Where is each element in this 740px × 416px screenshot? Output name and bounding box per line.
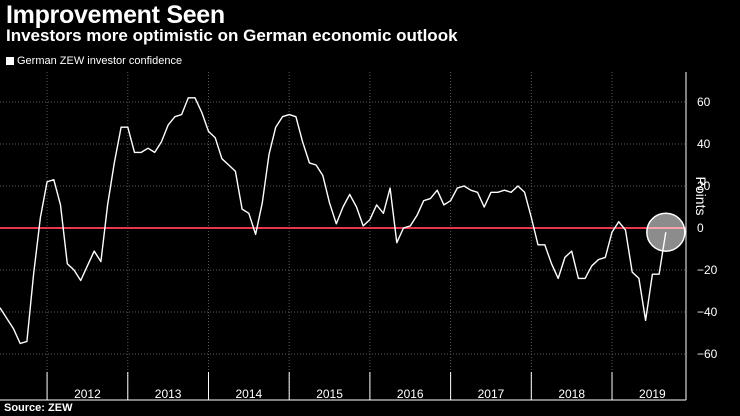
x-tick-label: 2015 [316,387,343,401]
grid-lines [0,72,686,400]
x-tick-label: 2019 [639,387,666,401]
chart-subtitle: Investors more optimistic on German econ… [6,26,458,45]
x-axis: 2012 2013 2014 2015 2016 2017 2018 2019 [0,372,686,401]
x-tick-label: 2014 [235,387,262,401]
y-tick-label: 20 [697,179,711,193]
source-note: Source: ZEW [4,402,73,414]
y-axis-title: Points [693,177,709,216]
y-tick-label: 40 [697,137,711,151]
chart-legend: German ZEW investor confidence [6,55,182,67]
x-tick-label: 2012 [74,387,101,401]
series-line [0,97,667,345]
legend-label: German ZEW investor confidence [17,55,183,67]
chart-title: Improvement Seen [6,1,225,29]
series-layer [0,97,667,345]
y-tick-label: −40 [697,305,718,319]
x-tick-label: 2016 [397,387,424,401]
y-axis: 60 40 20 0 −20 −40 −60 [685,72,718,400]
x-tick-label: 2013 [155,387,182,401]
legend-swatch [6,57,14,65]
y-tick-label: 0 [697,221,704,235]
highlight-layer [646,212,686,252]
y-tick-label: −60 [697,347,718,361]
x-tick-label: 2018 [558,387,585,401]
x-tick-label: 2017 [478,387,505,401]
highlight-circle [646,212,686,252]
y-tick-label: −20 [697,263,718,277]
y-tick-label: 60 [697,95,711,109]
